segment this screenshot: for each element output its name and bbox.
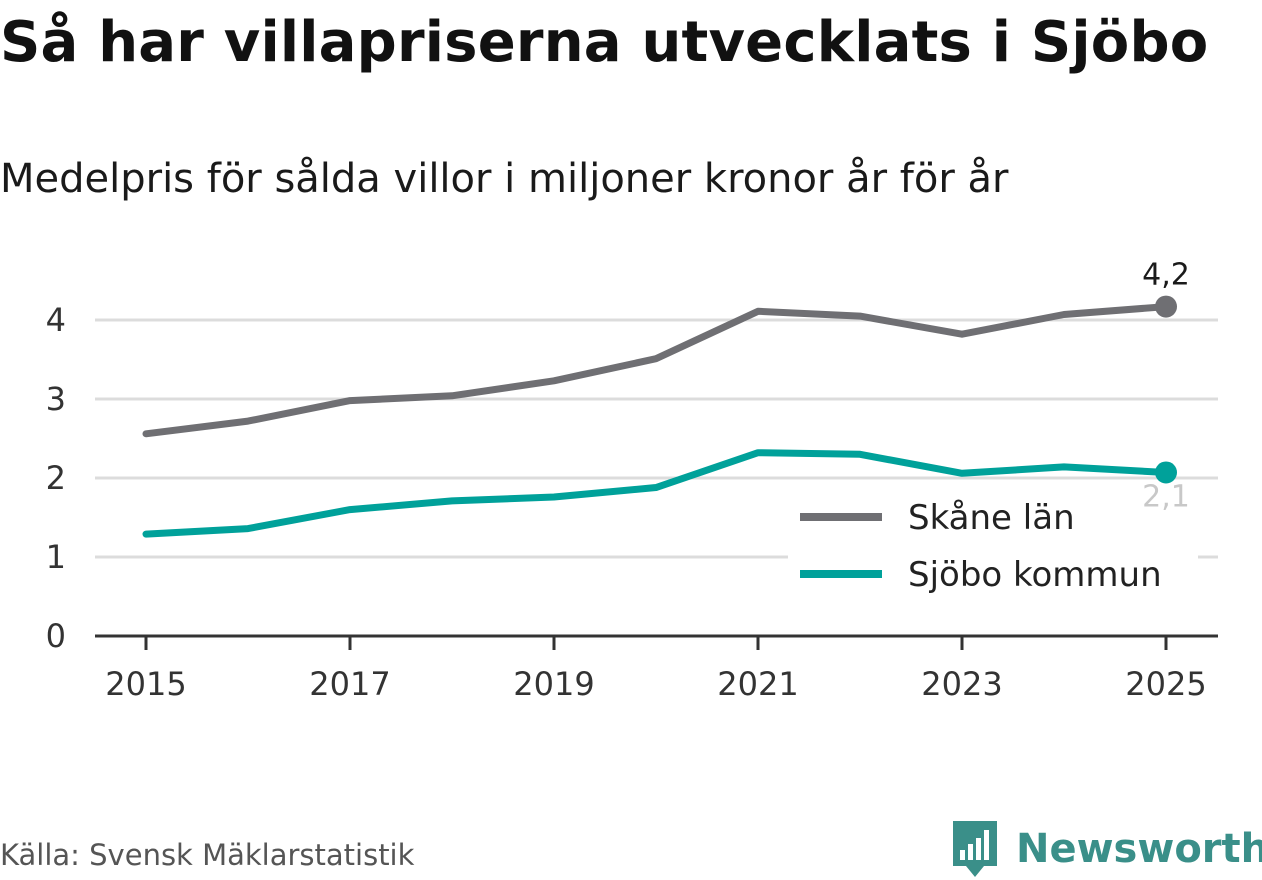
y-axis: 0 1 2 3 4 xyxy=(46,301,66,655)
series-line-skane-lan xyxy=(142,303,1170,438)
series-group: 4,2 2,1 xyxy=(142,258,1190,538)
legend-label: Sjöbo kommun xyxy=(908,555,1162,595)
source-note: Källa: Svensk Mäklarstatistik xyxy=(0,838,415,872)
brand-name: Newsworthy xyxy=(1016,826,1262,872)
x-tick-label: 2019 xyxy=(513,665,594,703)
y-tick-label: 2 xyxy=(46,459,66,497)
y-tick-label: 3 xyxy=(46,380,66,418)
x-tick-label: 2023 xyxy=(921,665,1002,703)
chart-subtitle: Medelpris för sålda villor i miljoner kr… xyxy=(0,156,1009,202)
series-line-sjobo-kommun xyxy=(142,449,1170,538)
data-label: 2,1 xyxy=(1142,479,1190,514)
chart-title: Så har villapriserna utvecklats i Sjöbo xyxy=(0,10,1209,75)
y-tick-label: 1 xyxy=(46,538,66,576)
series-end-marker xyxy=(1155,461,1177,484)
y-tick-label: 4 xyxy=(46,301,66,339)
x-tick-label: 2021 xyxy=(717,665,798,703)
legend: Skåne län Sjöbo kommun xyxy=(788,498,1198,604)
newsworthy-logo-icon xyxy=(953,821,997,877)
series-end-marker xyxy=(1155,295,1177,318)
brand[interactable]: Newsworthy xyxy=(950,818,1262,880)
x-tick-label: 2015 xyxy=(105,665,186,703)
x-tick-label: 2017 xyxy=(309,665,390,703)
legend-label: Skåne län xyxy=(908,498,1075,538)
data-label: 4,2 xyxy=(1142,258,1190,293)
x-axis: 2015 2017 2019 2021 2023 2025 xyxy=(95,634,1218,703)
x-tick-label: 2025 xyxy=(1125,665,1206,703)
y-tick-label: 0 xyxy=(46,617,66,655)
